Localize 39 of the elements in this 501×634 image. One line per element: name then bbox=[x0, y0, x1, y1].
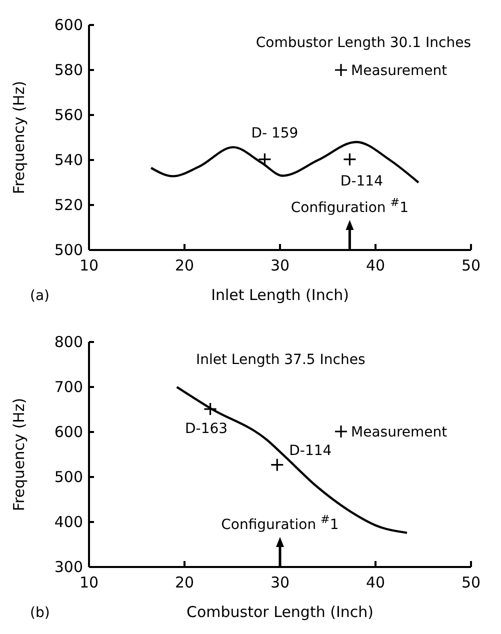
line-series bbox=[150, 140, 420, 184]
legend-label: Measurement bbox=[351, 63, 448, 79]
y-tick-label: 400 bbox=[54, 512, 83, 531]
y-tick-label: 700 bbox=[54, 378, 83, 396]
y-tick-label: 520 bbox=[54, 196, 83, 214]
y-tick-label: 500 bbox=[54, 240, 83, 259]
x-axis-title: Combustor Length (Inch) bbox=[186, 603, 374, 621]
x-tick-label: 40 bbox=[366, 574, 386, 592]
x-axis-title: Inlet Length (Inch) bbox=[211, 286, 349, 304]
y-tick-label: 600 bbox=[54, 422, 83, 441]
x-tick-label: 30 bbox=[270, 256, 290, 275]
x-tick-label: 30 bbox=[270, 574, 290, 592]
x-tick-label: 40 bbox=[366, 256, 386, 275]
annotation: D- 159 bbox=[251, 125, 298, 142]
x-tick-label: 10 bbox=[79, 574, 99, 592]
y-tick-label: 800 bbox=[54, 332, 83, 351]
text: (a) bbox=[30, 288, 50, 304]
text: Inlet Length 37.5 Inches bbox=[196, 352, 366, 368]
y-tick-label: 500 bbox=[54, 468, 83, 486]
x-tick-label: 20 bbox=[174, 256, 194, 275]
annotation: Configuration $^{#}$1 bbox=[290, 196, 409, 216]
y-tick-label: 600 bbox=[54, 16, 83, 34]
y-axis-title: Frequency (Hz) bbox=[10, 398, 28, 512]
text: Combustor Length 30.1 Inches bbox=[256, 35, 471, 51]
annotation: Configuration $^{#}$1 bbox=[221, 512, 339, 533]
text: (b) bbox=[30, 605, 50, 621]
annotation: D-114 bbox=[289, 442, 332, 459]
y-axis-title: Frequency (Hz) bbox=[10, 80, 28, 194]
legend-label: Measurement bbox=[351, 424, 448, 440]
x-tick-label: 50 bbox=[461, 574, 481, 592]
x-tick-label: 50 bbox=[461, 256, 481, 275]
y-tick-label: 540 bbox=[54, 150, 83, 169]
y-tick-label: 300 bbox=[54, 558, 83, 576]
y-tick-label: 560 bbox=[54, 106, 83, 124]
y-tick-label: 580 bbox=[54, 60, 83, 79]
annotation: D-163 bbox=[185, 421, 228, 438]
annotation: D-114 bbox=[340, 173, 384, 190]
x-tick-label: 10 bbox=[79, 256, 99, 275]
x-tick-label: 20 bbox=[174, 574, 194, 592]
